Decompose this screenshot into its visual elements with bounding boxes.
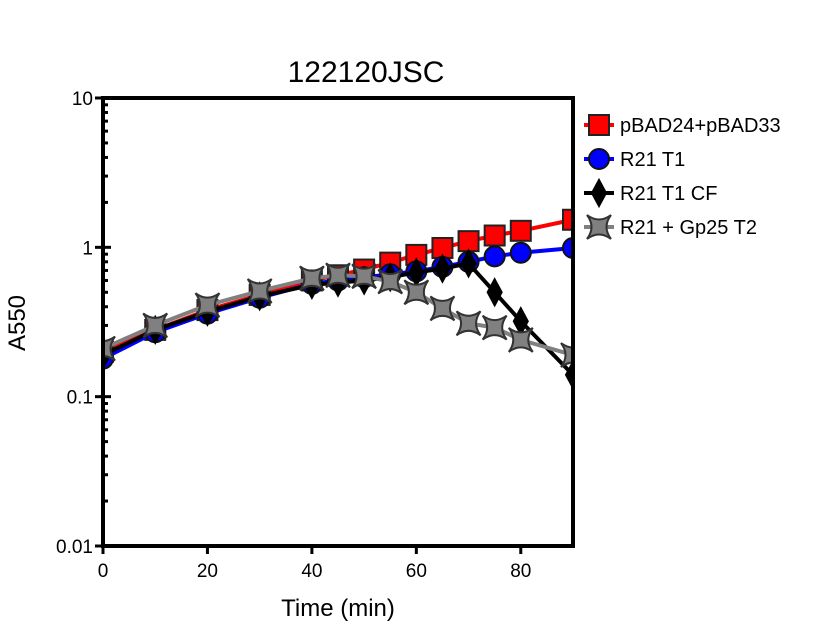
data-point (434, 253, 451, 284)
y-tick-label: 10 (72, 89, 93, 110)
data-point (246, 278, 273, 304)
legend-marker (588, 148, 610, 170)
x-axis-label: Time (min) (281, 595, 395, 622)
x-axis-ticks: 0 20 40 60 80 (98, 546, 531, 582)
data-point (455, 310, 482, 337)
data-point (299, 265, 325, 292)
data-point (483, 245, 506, 268)
data-point (460, 248, 477, 279)
legend-item: R21 + Gp25 T2 (584, 214, 757, 240)
legend-label: pBAD24+pBAD33 (620, 115, 781, 137)
data-point (481, 314, 508, 341)
legend-label: R21 + Gp25 T2 (620, 217, 757, 239)
data-point (512, 306, 529, 337)
data-point (457, 230, 480, 253)
legend-label: R21 T1 (620, 149, 685, 171)
legend: pBAD24+pBAD33 R21 T1 R21 T1 CF R21 + Gp25 T… (584, 114, 781, 240)
x-tick-label: 60 (406, 561, 427, 582)
data-point (142, 312, 169, 339)
legend-marker (590, 177, 608, 209)
data-point (403, 279, 430, 306)
legend-item: pBAD24+pBAD33 (584, 114, 781, 137)
y-tick-label: 0.1 (67, 388, 93, 409)
series-r21-t1 (101, 236, 575, 370)
series-r21-gp25-t2 (101, 262, 575, 368)
x-tick-label: 40 (301, 561, 322, 582)
data-point (325, 262, 351, 289)
data-point (351, 263, 377, 290)
y-tick-label: 1 (82, 238, 93, 259)
legend-item: R21 T1 CF (584, 177, 717, 209)
data-point (507, 327, 534, 353)
series-layer (101, 208, 575, 390)
x-tick-label: 80 (510, 561, 531, 582)
chart-title: 122120JSC (288, 56, 445, 89)
legend-marker (588, 114, 610, 136)
plot-frame (101, 96, 575, 548)
legend-label: R21 T1 CF (620, 183, 717, 205)
legend-item: R21 T1 (584, 148, 685, 171)
data-point (194, 292, 221, 318)
data-point (509, 219, 532, 242)
data-point (486, 277, 503, 308)
y-axis-ticks: 0.01 0.1 1 10 (56, 89, 111, 558)
data-point (509, 241, 532, 264)
legend-marker (586, 214, 612, 240)
data-point (377, 268, 404, 295)
y-tick-label: 0.01 (56, 537, 93, 558)
data-point (429, 295, 456, 322)
data-point (483, 224, 506, 247)
x-tick-label: 0 (98, 561, 109, 582)
y-axis-label: A550 (4, 295, 31, 351)
x-tick-label: 20 (197, 561, 218, 582)
